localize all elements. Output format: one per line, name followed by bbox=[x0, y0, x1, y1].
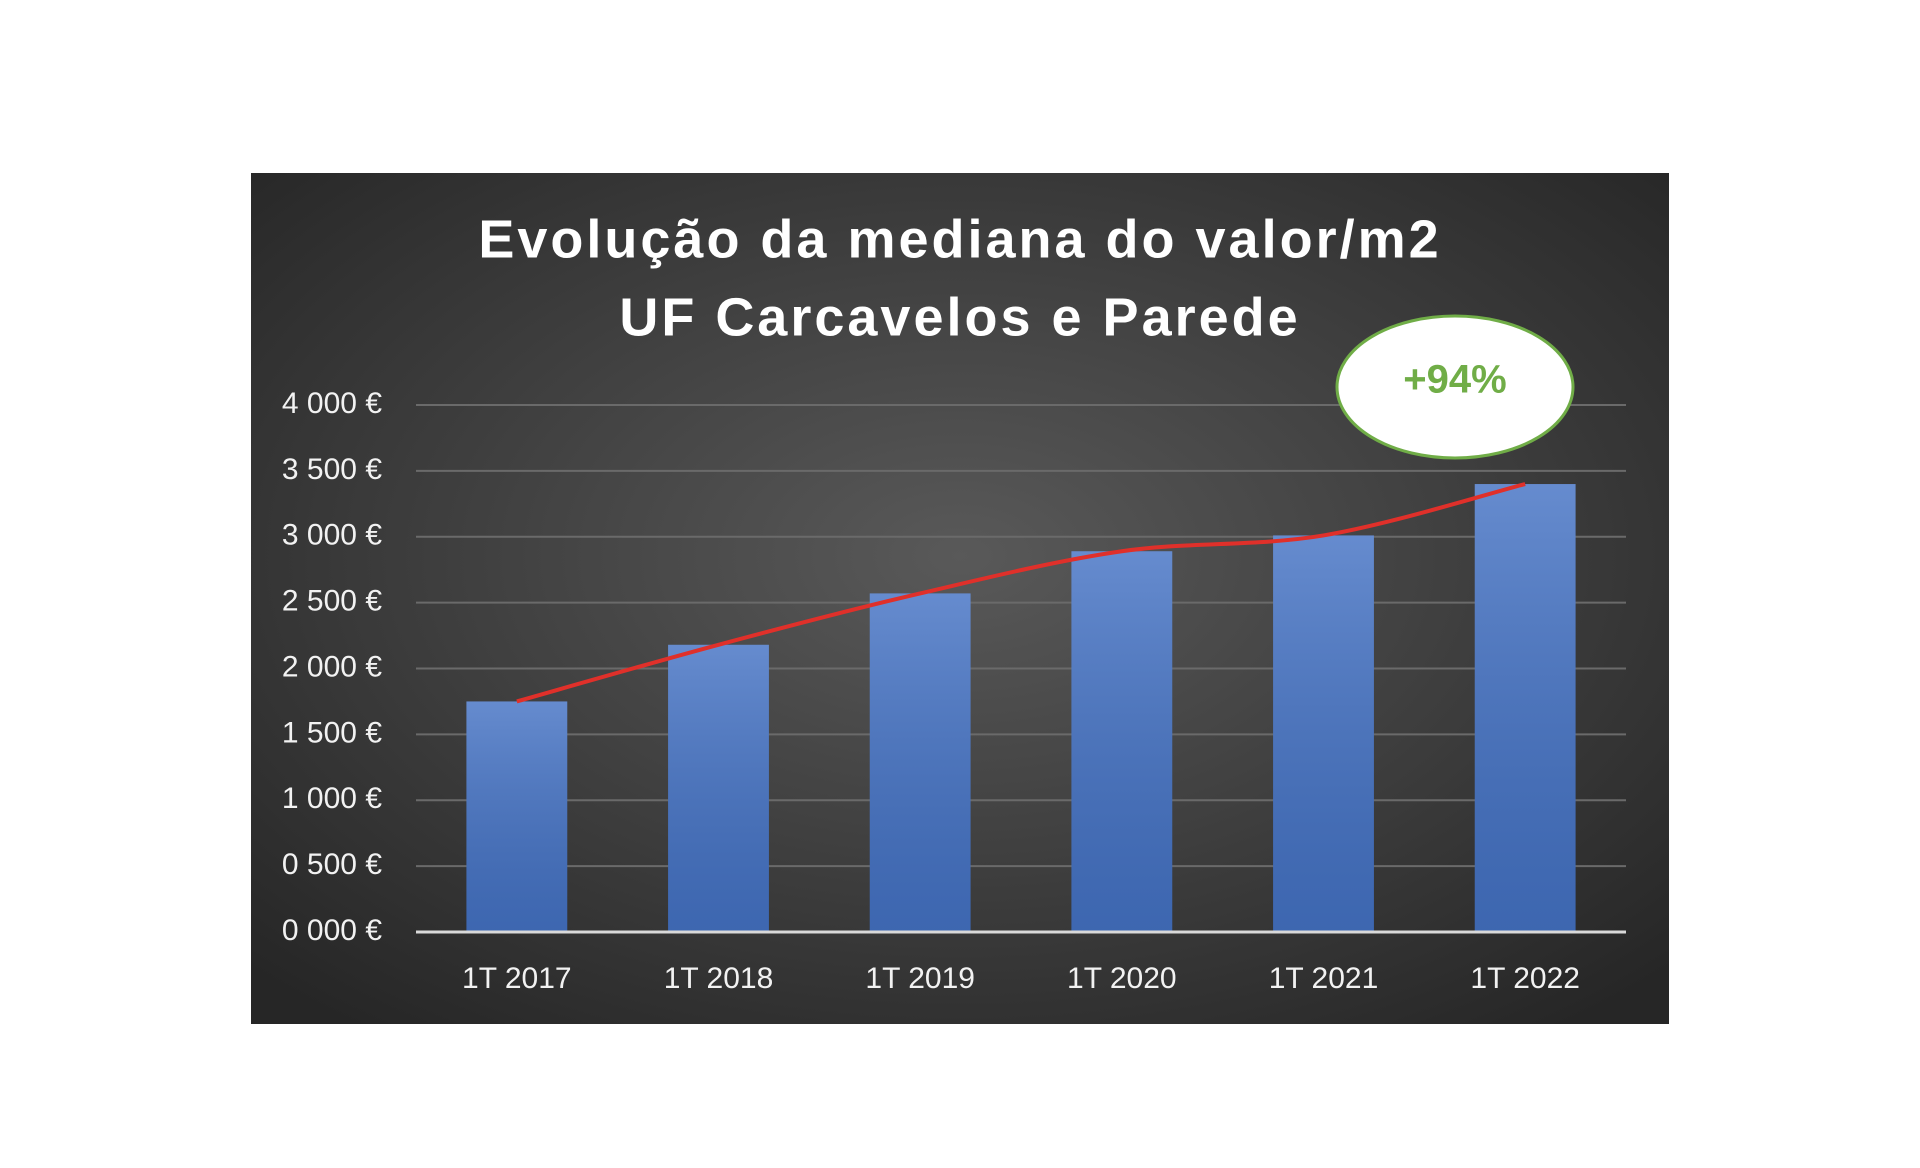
bar-shade bbox=[1071, 551, 1173, 932]
bar-shade bbox=[1273, 535, 1374, 932]
trend-line bbox=[516, 482, 1526, 704]
bar-shade bbox=[869, 593, 971, 932]
bar-shade bbox=[466, 701, 568, 932]
x-tick-label: 1T 2022 bbox=[1470, 962, 1580, 995]
y-tick-label: 2 000 € bbox=[282, 650, 382, 683]
y-tick-label: 1 500 € bbox=[282, 716, 382, 749]
y-tick-label: 2 500 € bbox=[282, 585, 382, 618]
x-tick-label: 1T 2019 bbox=[865, 962, 975, 995]
chart-title: UF Carcavelos e Parede bbox=[619, 287, 1300, 347]
y-tick-label: 3 500 € bbox=[282, 453, 382, 486]
annotation: +94% bbox=[1403, 358, 1506, 402]
x-tick-label: 1T 2017 bbox=[462, 962, 572, 995]
annotation-bubble bbox=[1335, 314, 1575, 460]
bar-shade bbox=[668, 644, 769, 932]
x-tick-label: 1T 2021 bbox=[1269, 962, 1379, 995]
y-tick-label: 1 000 € bbox=[282, 782, 382, 815]
x-tick-label: 1T 2020 bbox=[1067, 962, 1177, 995]
y-tick-label: 0 000 € bbox=[282, 914, 382, 947]
chart-title: Evolução da mediana do valor/m2 bbox=[478, 209, 1441, 269]
y-tick-label: 4 000 € bbox=[282, 387, 382, 420]
y-tick-label: 3 000 € bbox=[282, 519, 382, 552]
x-tick-label: 1T 2018 bbox=[664, 962, 774, 995]
y-tick-label: 0 500 € bbox=[282, 848, 382, 881]
bar-shade bbox=[1474, 484, 1576, 932]
